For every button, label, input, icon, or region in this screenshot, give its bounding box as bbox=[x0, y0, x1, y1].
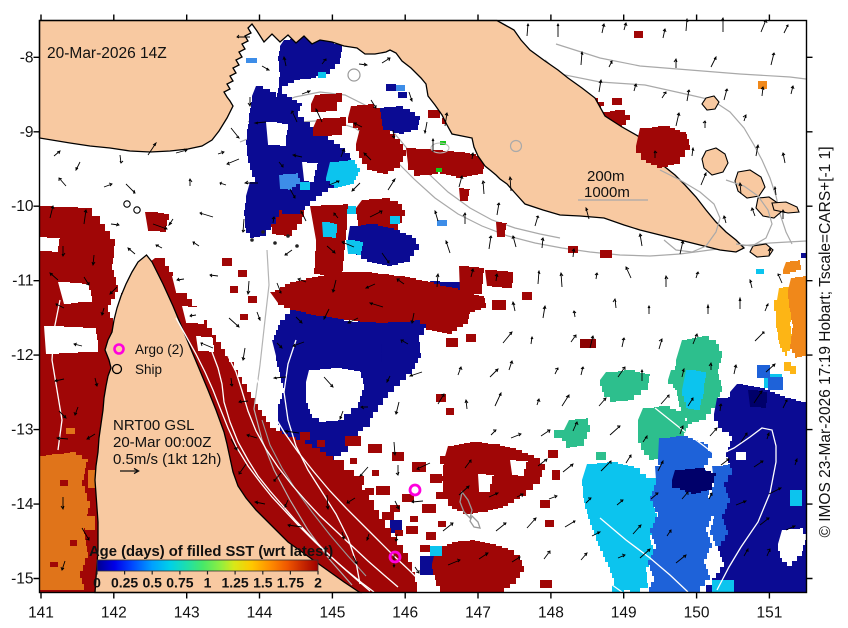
svg-text:146: 146 bbox=[392, 605, 418, 622]
svg-text:-15: -15 bbox=[11, 571, 33, 588]
svg-text:-10: -10 bbox=[11, 198, 34, 215]
svg-text:Ship: Ship bbox=[135, 362, 162, 377]
svg-text:2: 2 bbox=[314, 575, 322, 591]
svg-text:-8: -8 bbox=[20, 49, 34, 66]
svg-text:-13: -13 bbox=[11, 422, 33, 439]
svg-text:142: 142 bbox=[101, 605, 127, 622]
svg-text:148: 148 bbox=[538, 605, 564, 622]
svg-text:144: 144 bbox=[247, 605, 273, 622]
svg-text:© IMOS 23-Mar-2026 17:19 Hobar: © IMOS 23-Mar-2026 17:19 Hobart; Tscale=… bbox=[817, 146, 834, 537]
svg-text:141: 141 bbox=[28, 605, 54, 622]
svg-text:1.75: 1.75 bbox=[277, 575, 304, 591]
svg-text:-14: -14 bbox=[11, 496, 34, 513]
svg-text:-9: -9 bbox=[20, 124, 34, 141]
svg-text:1: 1 bbox=[204, 575, 212, 591]
svg-text:1.5: 1.5 bbox=[253, 575, 273, 591]
svg-text:0.5: 0.5 bbox=[142, 575, 162, 591]
svg-text:20-Mar 00:00Z: 20-Mar 00:00Z bbox=[113, 434, 211, 451]
svg-text:0.75: 0.75 bbox=[166, 575, 193, 591]
svg-text:147: 147 bbox=[465, 605, 491, 622]
svg-text:200m: 200m bbox=[587, 168, 625, 185]
svg-text:1000m: 1000m bbox=[584, 184, 630, 201]
svg-text:-11: -11 bbox=[12, 273, 33, 290]
svg-text:149: 149 bbox=[611, 605, 637, 622]
svg-text:0: 0 bbox=[93, 575, 101, 591]
svg-text:151: 151 bbox=[756, 605, 782, 622]
svg-text:Argo (2): Argo (2) bbox=[135, 342, 184, 357]
svg-text:143: 143 bbox=[174, 605, 200, 622]
svg-text:0.25: 0.25 bbox=[111, 575, 138, 591]
svg-text:Age (days) of filled SST (wrt: Age (days) of filled SST (wrt latest) bbox=[89, 544, 333, 560]
svg-text:0.5m/s (1kt 12h): 0.5m/s (1kt 12h) bbox=[113, 451, 221, 468]
svg-text:150: 150 bbox=[684, 605, 710, 622]
svg-text:20-Mar-2026 14Z: 20-Mar-2026 14Z bbox=[47, 45, 167, 62]
svg-text:1.25: 1.25 bbox=[221, 575, 248, 591]
svg-text:NRT00 GSL: NRT00 GSL bbox=[113, 417, 194, 434]
svg-text:145: 145 bbox=[319, 605, 345, 622]
svg-text:-12: -12 bbox=[11, 347, 33, 364]
